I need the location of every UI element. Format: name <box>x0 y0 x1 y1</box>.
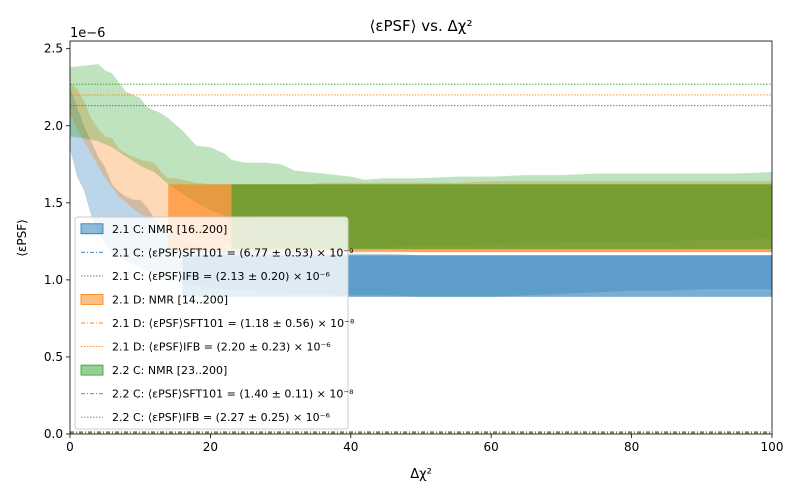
y-tick-label-3: 1.5 <box>44 196 63 210</box>
legend-patch-3 <box>80 294 104 305</box>
x-tick-label-4: 80 <box>624 440 639 454</box>
x-tick-label-3: 60 <box>484 440 499 454</box>
legend-patch-0 <box>80 223 104 235</box>
x-tick-label-1: 20 <box>203 440 218 454</box>
chart-title: ⟨εPSF⟩ vs. Δχ² <box>370 17 473 35</box>
y-tick-label-0: 0.0 <box>44 427 63 441</box>
x-tick-label-0: 0 <box>66 440 74 454</box>
legend-label-4: 2.1 D: ⟨εPSF⟩SFT101 = (1.18 ± 0.56) × 10… <box>112 317 355 330</box>
y-tick-label-1: 0.5 <box>44 350 63 364</box>
y-tick-label-2: 1.0 <box>44 273 63 287</box>
legend-label-3: 2.1 D: NMR [14..200] <box>112 293 228 306</box>
y-axis-offset-label: 1e−6 <box>70 26 105 41</box>
y-tick-label-5: 2.5 <box>44 42 63 56</box>
legend-label-6: 2.2 C: NMR [23..200] <box>112 364 227 377</box>
x-axis-label: Δχ² <box>410 467 432 482</box>
y-axis-ticks: 0.0 0.5 1.0 1.5 2.0 2.5 <box>44 42 70 441</box>
y-tick-label-4: 2.0 <box>44 119 63 133</box>
legend-box <box>74 216 349 430</box>
legend-label-7: 2.2 C: ⟨εPSF⟩SFT101 = (1.40 ± 0.11) × 10… <box>112 388 354 401</box>
legend-patch-6 <box>80 364 104 376</box>
y-axis-label: ⟨εPSF⟩ <box>15 219 29 257</box>
legend-label-5: 2.1 D: ⟨εPSF⟩IFB = (2.20 ± 0.23) × 10⁻⁶ <box>112 341 331 354</box>
hlines-layer <box>70 83 772 434</box>
x-axis-ticks: 0 20 40 60 80 100 <box>66 434 783 454</box>
x-tick-label-5: 100 <box>761 440 784 454</box>
legend-label-0: 2.1 C: NMR [16..200] <box>112 223 227 236</box>
legend-label-2: 2.1 C: ⟨εPSF⟩IFB = (2.13 ± 0.20) × 10⁻⁶ <box>112 270 330 283</box>
x-tick-label-2: 40 <box>343 440 358 454</box>
legend-label-8: 2.2 C: ⟨εPSF⟩IFB = (2.27 ± 0.25) × 10⁻⁶ <box>112 411 330 424</box>
plot-frame <box>69 40 773 435</box>
legend: 2.1 C: NMR [16..200] 2.1 C: ⟨εPSF⟩SFT101 … <box>74 216 355 430</box>
legend-label-1: 2.1 C: ⟨εPSF⟩SFT101 = (6.77 ± 0.53) × 10… <box>112 246 354 259</box>
